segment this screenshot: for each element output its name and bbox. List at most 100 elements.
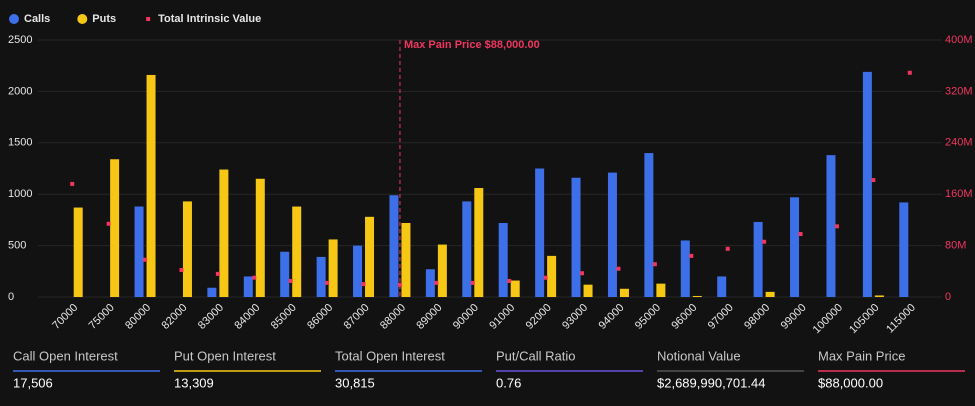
x-tick-label: 86000 [305,302,335,332]
x-tick-label: 91000 [487,302,517,332]
x-tick-label: 88000 [378,302,408,332]
stat-label: Put Open Interest [174,348,276,363]
y2-tick-label: 320M [945,85,973,97]
bar [571,177,581,297]
bar [474,188,484,297]
bar [498,222,508,297]
bar [510,280,520,297]
x-tick-label: 105000 [847,302,881,336]
max-pain-label: Max Pain Price $88,000.00 [404,39,540,51]
x-tick-label: 98000 [742,302,772,332]
intrinsic-marker [652,262,657,267]
intrinsic-marker [834,224,839,229]
intrinsic-marker [325,280,330,285]
y2-tick-label: 0 [945,291,951,303]
bar [583,284,593,297]
bar [328,239,338,297]
bar [607,172,617,297]
intrinsic-marker [580,271,585,276]
y-tick-label: 2000 [8,85,32,97]
x-tick-label: 100000 [811,302,845,336]
bar [255,178,265,297]
bar [182,201,192,297]
x-tick-label: 99000 [779,302,809,332]
intrinsic-marker [434,280,439,285]
bar [462,201,472,297]
intrinsic-marker [70,181,75,186]
bar [219,169,229,297]
bar [401,222,411,297]
stat-value: 0.76 [496,375,521,390]
x-tick-label: 115000 [884,302,918,336]
bar [547,255,557,297]
intrinsic-marker [215,271,220,276]
bar [826,155,836,297]
bar [874,295,884,297]
bar [790,197,800,297]
stat-value: $2,689,990,701.44 [657,375,765,390]
bar [280,251,290,297]
bar [717,276,727,297]
y-tick-label: 1000 [8,188,32,200]
legend-marker [9,14,19,24]
x-tick-label: 84000 [232,302,262,332]
legend-marker [146,17,151,21]
x-tick-label: 93000 [560,302,590,332]
x-tick-label: 95000 [633,302,663,332]
bar [207,287,217,297]
x-tick-label: 96000 [669,302,699,332]
y-tick-label: 500 [8,240,26,252]
bar [765,291,775,297]
stat-label: Total Open Interest [335,348,445,363]
x-tick-label: 82000 [160,302,190,332]
intrinsic-marker [725,246,730,251]
intrinsic-marker [143,257,148,262]
bar [365,216,375,297]
stat-value: 17,506 [13,375,53,390]
x-tick-label: 89000 [414,302,444,332]
x-tick-label: 83000 [196,302,226,332]
y-tick-label: 0 [8,291,14,303]
bar [292,206,302,297]
intrinsic-marker [361,282,366,287]
intrinsic-marker [288,278,293,283]
intrinsic-marker [762,239,767,244]
intrinsic-marker [507,278,512,283]
y2-tick-label: 160M [945,188,973,200]
legend-label: Puts [92,13,116,25]
bar [644,153,654,297]
bar [146,74,156,298]
bar [753,221,763,297]
y2-tick-label: 240M [945,137,973,149]
bar [619,288,629,297]
bar [243,276,253,297]
x-tick-label: 80000 [123,302,153,332]
intrinsic-marker [252,275,257,280]
bar [535,168,545,297]
bar [437,244,447,297]
x-tick-label: 70000 [50,302,80,332]
bar [353,245,363,297]
bar [425,269,435,297]
legend-label: Total Intrinsic Value [158,13,261,25]
y-tick-label: 1500 [8,137,32,149]
stat-value: 13,309 [174,375,214,390]
x-tick-label: 87000 [342,302,372,332]
stat-value: 30,815 [335,375,375,390]
stat-label: Max Pain Price [818,348,905,363]
intrinsic-marker [470,280,475,285]
intrinsic-marker [689,253,694,258]
x-tick-label: 92000 [524,302,554,332]
bar [862,71,872,297]
y2-tick-label: 80M [945,240,966,252]
intrinsic-marker [798,232,803,237]
bar [110,159,120,297]
intrinsic-marker [106,221,111,226]
intrinsic-marker [179,268,184,273]
bar [316,256,326,297]
x-tick-label: 85000 [269,302,299,332]
bar [899,202,909,297]
intrinsic-marker [397,282,402,287]
intrinsic-marker [871,178,876,183]
